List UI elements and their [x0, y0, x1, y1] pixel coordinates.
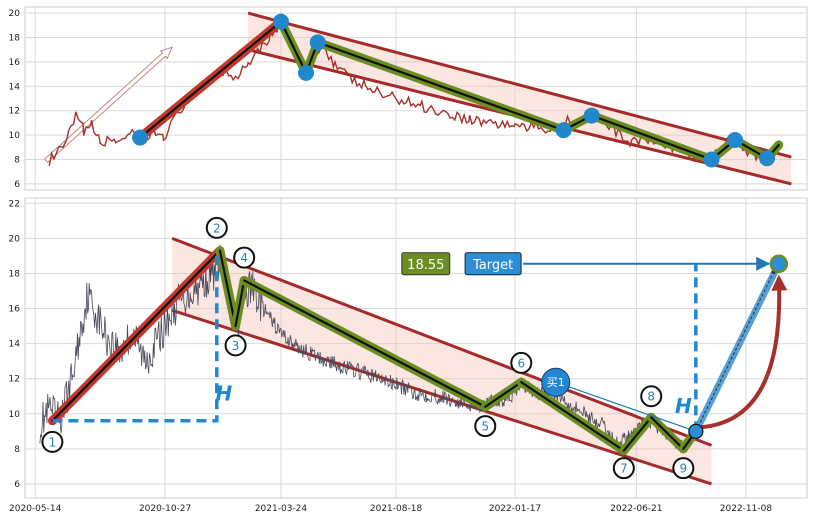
pivot-number-label: 6 [517, 356, 525, 370]
top-chart-marks [43, 11, 792, 186]
y-tick-label: 8 [14, 156, 20, 166]
pivot-number-label: 4 [240, 251, 248, 265]
pivot-number-label: 8 [647, 390, 655, 404]
bottom-chart-marks: H H 1 2 3 4 5 6 7 8 9 买1 18.55 Target [39, 216, 789, 486]
y-tick-label: 14 [9, 82, 21, 92]
x-tick-label: 2020-05-14 [9, 504, 62, 514]
pivot-number-circle [612, 457, 635, 480]
target-curve-arrow [699, 274, 788, 430]
y-tick-label: 22 [9, 199, 20, 209]
trend-segment-inner [520, 381, 625, 452]
trend-segment-inner [279, 20, 308, 74]
pivot-number-label: 1 [49, 435, 57, 449]
trend-segment-inner [138, 20, 283, 139]
pivot-number-label: 3 [232, 339, 240, 353]
pivot-number-label: 5 [481, 420, 489, 434]
pivot-number-circle [233, 246, 256, 269]
pivot-number-label: 7 [620, 462, 628, 476]
buy-point-marker [688, 423, 704, 439]
trend-segment-inner [484, 381, 523, 408]
trend-segment-inner [234, 279, 246, 328]
target-box [464, 252, 522, 276]
trend-segment-inner [316, 41, 565, 132]
y-tick-label: 10 [9, 131, 21, 141]
pivot-number-circle [205, 216, 228, 239]
channel-upper-line [247, 11, 792, 159]
bottom-y-tick-labels: 6 8 10 12 14 16 18 20 22 [9, 199, 21, 490]
value-box [401, 252, 451, 276]
y-tick-label: 20 [9, 9, 21, 19]
value-box-label: 18.55 [407, 258, 444, 273]
y-tick-label: 12 [9, 375, 20, 385]
trend-segment-inner [243, 279, 487, 408]
trend-segment-inner [650, 416, 685, 450]
top-chart: 6 8 10 12 14 16 18 20 [9, 6, 808, 191]
buy-link-line [555, 381, 697, 432]
rise-arrow [43, 46, 174, 164]
pivot-marker [726, 131, 743, 148]
pivot-marker [703, 151, 720, 168]
trend-segment-inner [218, 249, 237, 328]
y-tick-label: 18 [9, 34, 21, 44]
x-tick-label: 2022-06-21 [610, 504, 662, 514]
pivot-marker [555, 122, 572, 139]
trend-segment-inner [590, 114, 713, 161]
trend-segment-inner [51, 249, 222, 422]
channel-upper-line [171, 236, 713, 447]
y-tick-label: 20 [9, 234, 21, 244]
pivot-number-label: 9 [680, 462, 688, 476]
target-point-marker [769, 254, 789, 274]
height-label: H [675, 394, 692, 418]
pivot-number-circle [510, 351, 533, 374]
pivot-number-label: 2 [213, 221, 221, 235]
x-tick-label: 2021-08-18 [370, 504, 423, 514]
pivot-marker [298, 64, 315, 81]
height-dashed-line [52, 255, 219, 423]
x-tick-label: 2022-01-17 [489, 504, 541, 514]
x-tick-labels: 2020-05-14 2020-10-27 2021-03-24 2021-08-18… [9, 504, 772, 514]
top-y-tick-labels: 6 8 10 12 14 16 18 20 [9, 9, 21, 190]
buy-marker-circle [541, 367, 571, 397]
pivot-number-circle [41, 430, 64, 453]
y-tick-label: 6 [14, 480, 20, 490]
y-tick-label: 18 [9, 269, 21, 279]
x-tick-label: 2022-11-08 [720, 504, 773, 514]
pivot-number-circle [224, 334, 247, 357]
y-tick-label: 8 [14, 445, 20, 455]
y-tick-label: 6 [14, 180, 20, 190]
y-tick-label: 14 [9, 340, 21, 350]
target-box-label: Target [472, 258, 513, 273]
pivot-marker [759, 150, 776, 167]
x-tick-label: 2021-03-24 [255, 504, 308, 514]
price-line [48, 17, 765, 166]
pivot-marker [132, 129, 149, 146]
buy-marker-label: 买1 [547, 376, 565, 389]
y-tick-label: 16 [9, 305, 21, 315]
pivot-marker [583, 107, 600, 124]
pivot-number-circle [672, 457, 695, 480]
x-tick-label: 2020-10-27 [139, 504, 191, 514]
y-tick-label: 12 [9, 107, 20, 117]
y-tick-label: 10 [9, 410, 21, 420]
price-line [39, 244, 688, 452]
y-tick-label: 16 [9, 58, 21, 68]
height-label: H [215, 382, 232, 406]
trend-segment-inner [622, 416, 653, 452]
top-plot-area [24, 6, 808, 191]
pivot-marker [272, 13, 289, 30]
pivot-number-circle [640, 385, 663, 408]
pivot-number-circle [474, 415, 497, 438]
pivot-marker [309, 34, 326, 51]
